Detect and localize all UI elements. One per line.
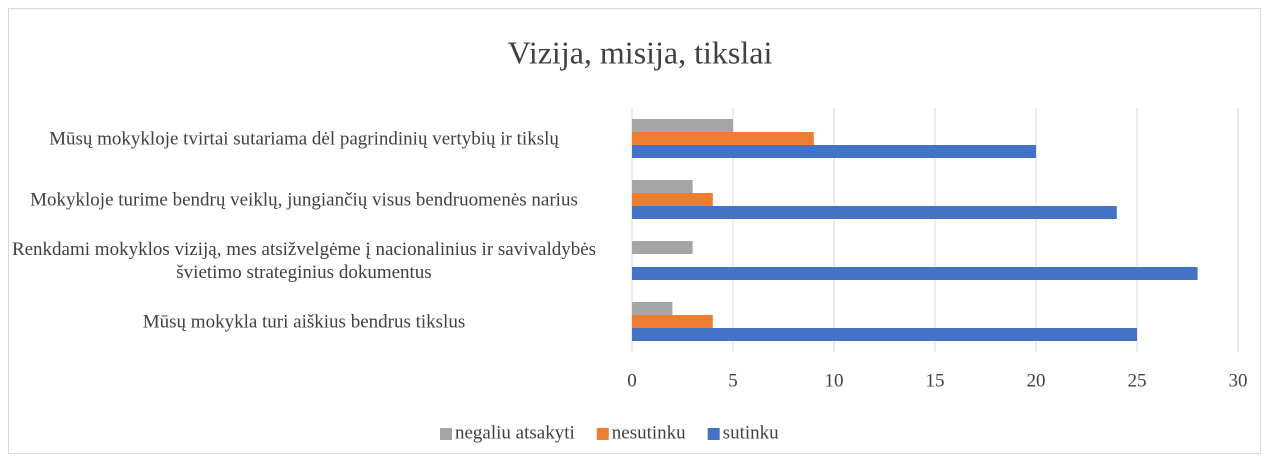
bar	[632, 132, 814, 145]
bar	[632, 145, 1036, 158]
legend-swatch	[707, 428, 720, 440]
category-label: Renkdami mokyklos viziją, mes atsižvelgė…	[11, 238, 597, 283]
bar	[632, 302, 673, 315]
x-tick-label: 20	[1027, 370, 1046, 391]
x-tick-label: 5	[728, 370, 738, 391]
legend-label: nesutinku	[612, 422, 686, 443]
bar	[632, 267, 1198, 280]
category-label: Mūsų mokykla turi aiškius bendrus tikslu…	[142, 311, 466, 332]
legend-swatch	[596, 428, 609, 440]
bar	[632, 241, 693, 254]
chart-border	[8, 8, 1261, 454]
x-tick-label: 0	[627, 370, 637, 391]
bar	[632, 206, 1117, 219]
bar	[632, 328, 1137, 341]
legend-label: negaliu atsakyti	[455, 422, 575, 443]
category-label: Mokykloje turime bendrų veiklų, jungianč…	[30, 189, 578, 210]
bar	[632, 180, 693, 193]
legend-label: sutinku	[723, 422, 779, 443]
x-tick-label: 25	[1128, 370, 1147, 391]
bar	[632, 119, 733, 132]
chart-title: Vizija, misija, tikslai	[508, 34, 773, 70]
bar	[632, 315, 713, 328]
x-tick-label: 10	[825, 370, 844, 391]
x-tick-label: 15	[926, 370, 945, 391]
legend-swatch	[440, 428, 452, 440]
x-tick-label: 30	[1229, 370, 1248, 391]
category-label: Mūsų mokykloje tvirtai sutariama dėl pag…	[49, 128, 559, 149]
bar	[632, 193, 713, 206]
